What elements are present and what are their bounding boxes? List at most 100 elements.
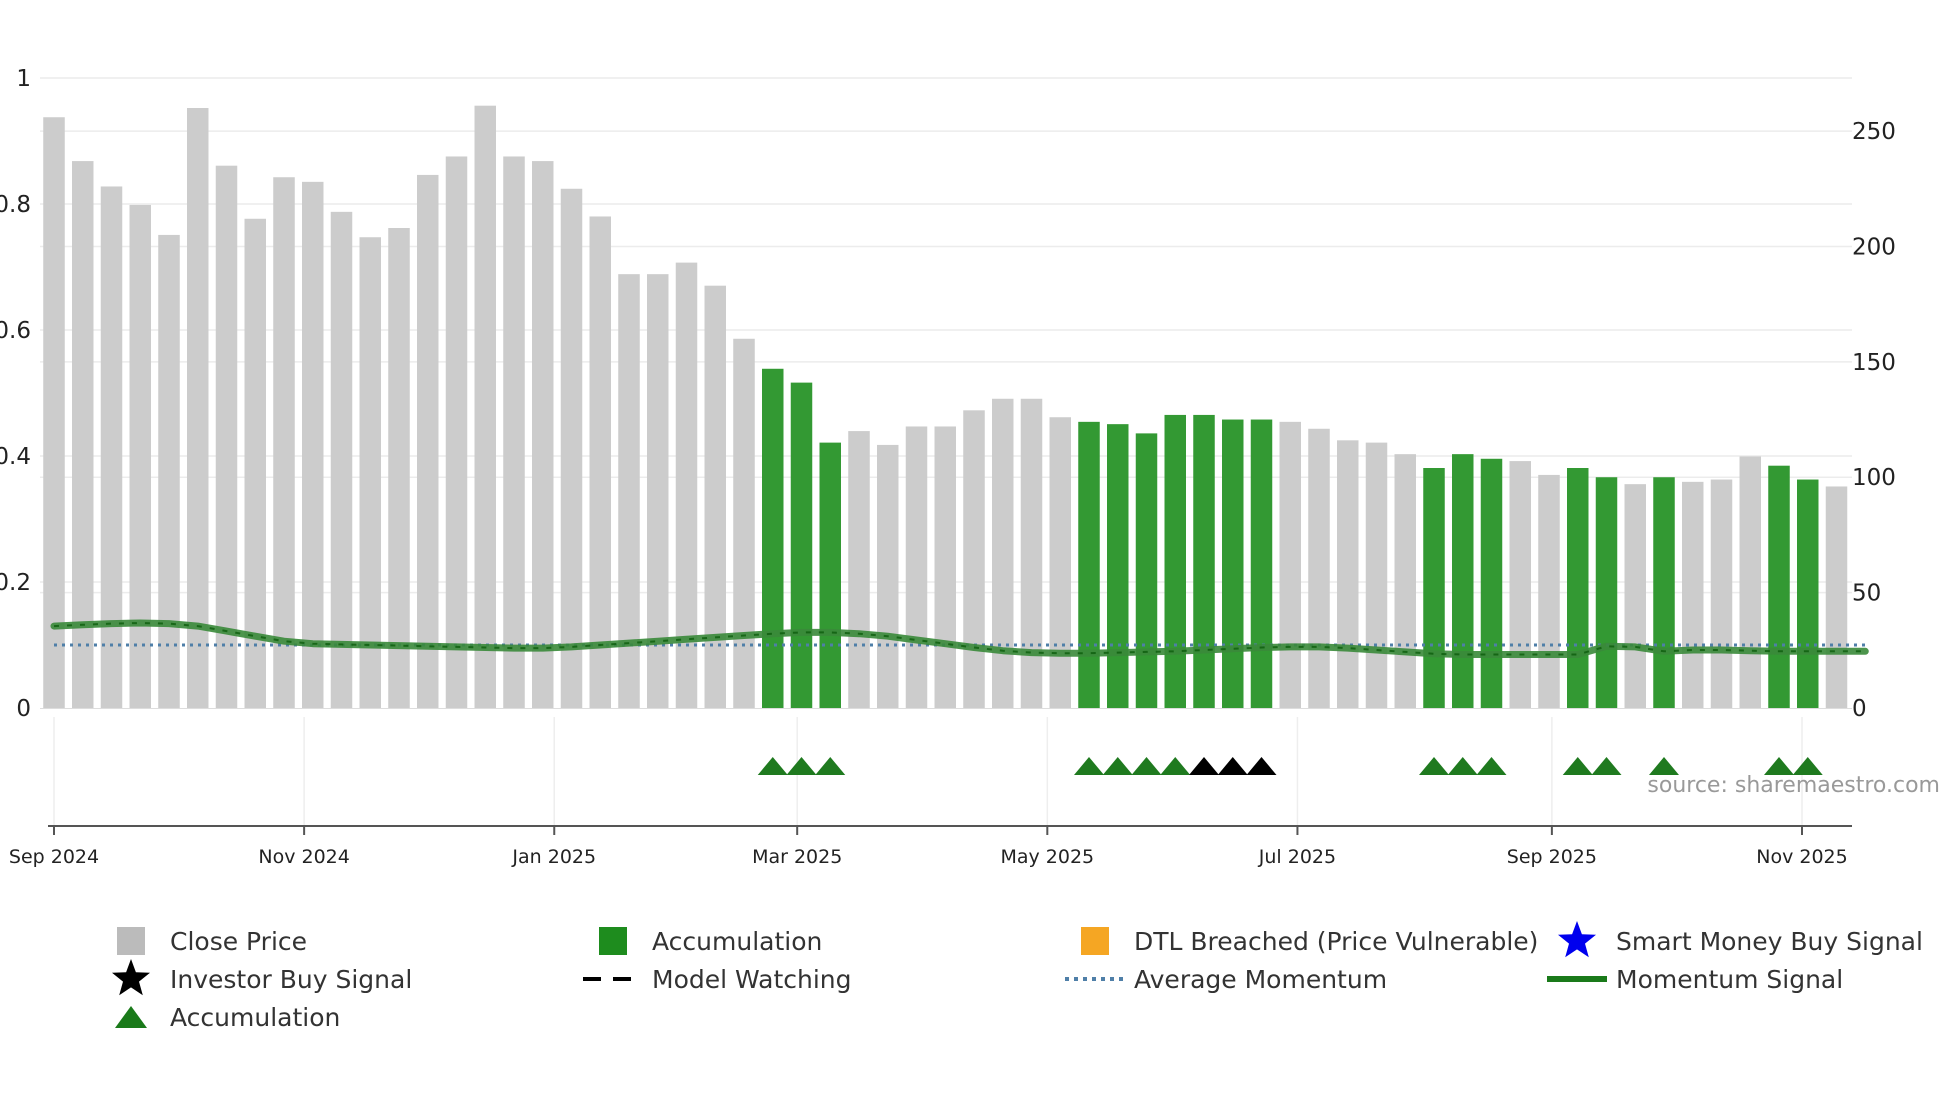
close-price-bar — [963, 410, 985, 708]
accumulation-marker — [1562, 757, 1593, 775]
legend-square-icon — [1081, 927, 1109, 955]
legend-star-icon — [112, 959, 150, 996]
x-axis-tick-label: Jan 2025 — [511, 846, 596, 868]
close-price-bar — [445, 156, 468, 708]
close-price-bar — [704, 285, 726, 708]
left-axis-tick-label: 0.6 — [0, 318, 31, 344]
close-price-bar — [273, 177, 295, 708]
accumulation-bar — [1653, 477, 1675, 708]
close-price-bar — [992, 398, 1014, 708]
legend-star-icon — [1558, 921, 1596, 958]
right-axis-tick-label: 50 — [1852, 581, 1881, 607]
close-price-bar — [1682, 481, 1704, 708]
accumulation-bar — [1567, 468, 1589, 708]
legend-triangle-icon — [115, 1006, 147, 1028]
x-axis-tick-label: Nov 2024 — [258, 846, 349, 868]
x-axis-tick-label: May 2025 — [1000, 846, 1094, 868]
close-price-bar — [43, 117, 65, 708]
close-price-bar — [72, 161, 94, 709]
close-price-bar — [1739, 456, 1761, 708]
left-axis-tick-label: 0 — [16, 696, 31, 722]
investor-signal-marker — [1189, 757, 1219, 775]
right-axis-tick-label: 200 — [1852, 234, 1896, 260]
accumulation-bar — [762, 368, 784, 708]
close-price-bar — [1020, 398, 1043, 708]
legend-label: Accumulation — [652, 927, 822, 956]
accumulation-bar — [1250, 419, 1273, 708]
legend-label: Model Watching — [652, 965, 852, 994]
accumulation-bar — [1193, 414, 1215, 708]
close-price-bar — [589, 216, 611, 708]
momentum-signal-line — [50, 619, 1869, 658]
legend-label: Momentum Signal — [1616, 965, 1843, 994]
accumulation-marker — [1131, 757, 1162, 775]
close-price-bar — [1509, 461, 1531, 708]
source-label: source: sharemaestro.com — [1647, 773, 1940, 798]
accumulation-marker — [786, 757, 817, 775]
left-axis-tick-label: 0.4 — [0, 444, 31, 470]
legend-label: DTL Breached (Price Vulnerable) — [1134, 927, 1538, 956]
close-price-bar — [215, 165, 238, 708]
close-price-bar — [388, 228, 410, 708]
close-price-bar — [244, 218, 266, 708]
x-axis-tick-label: Jul 2025 — [1258, 846, 1336, 868]
x-axis-tick-label: Sep 2024 — [9, 846, 99, 868]
close-price-bar — [1365, 442, 1388, 708]
legend-label: Close Price — [170, 927, 307, 956]
close-price-bar — [1049, 417, 1071, 708]
close-price-bar — [158, 234, 180, 708]
accumulation-marker — [815, 757, 846, 775]
close-price-bar — [733, 338, 755, 708]
close-price-bar — [1394, 454, 1416, 708]
accumulation-bar — [1768, 465, 1790, 708]
accumulation-marker — [1792, 757, 1823, 775]
close-price-bar — [503, 156, 525, 708]
close-price-bar — [675, 262, 698, 708]
close-price-bar — [359, 237, 381, 708]
legend-square-icon — [599, 927, 627, 955]
legend-label: Investor Buy Signal — [170, 965, 412, 994]
close-price-bar — [100, 186, 123, 708]
close-price-bar — [129, 204, 151, 708]
close-price-bar — [1279, 421, 1301, 708]
accumulation-marker — [1649, 757, 1679, 775]
accumulation-bar — [1423, 468, 1445, 708]
accumulation-bar — [1797, 479, 1819, 708]
close-price-bar — [647, 274, 669, 708]
momentum-lines — [50, 619, 1869, 658]
accumulation-marker — [1476, 757, 1507, 775]
left-axis-tick-label: 0.8 — [0, 192, 31, 218]
right-axis-tick-label: 150 — [1852, 350, 1896, 376]
signal-markers — [757, 757, 1823, 775]
legend-label: Accumulation — [170, 1003, 340, 1032]
accumulation-bar — [1595, 477, 1618, 708]
x-axis-tick-label: Nov 2025 — [1756, 846, 1847, 868]
close-price-bar — [1624, 484, 1646, 708]
accumulation-bar — [1222, 419, 1244, 708]
close-price-bar — [618, 274, 640, 708]
close-price-bar — [848, 431, 870, 708]
close-price-bar — [1538, 474, 1560, 708]
investor-signal-marker — [1246, 757, 1277, 775]
x-axis-tick-label: Mar 2025 — [752, 846, 842, 868]
accumulation-bar — [1164, 414, 1186, 708]
legend-label: Average Momentum — [1134, 965, 1387, 994]
accumulation-marker — [1447, 757, 1478, 775]
left-axis-tick-label: 0.2 — [0, 570, 31, 596]
accumulation-bar — [1452, 454, 1474, 708]
accumulation-marker — [1102, 757, 1133, 775]
close-price-bar — [532, 161, 554, 709]
legend-label: Smart Money Buy Signal — [1616, 927, 1923, 956]
accumulation-bar — [1135, 433, 1158, 708]
close-price-bar — [330, 211, 353, 708]
close-price-bar — [302, 181, 324, 708]
close-price-bar — [1337, 440, 1359, 708]
close-price-bar — [934, 426, 956, 708]
close-price-bar — [560, 188, 583, 708]
legend-square-icon — [117, 927, 145, 955]
close-price-bar — [1710, 479, 1733, 708]
accumulation-bar — [819, 442, 841, 708]
close-price-bar — [905, 426, 928, 708]
accumulation-marker — [1419, 757, 1449, 775]
